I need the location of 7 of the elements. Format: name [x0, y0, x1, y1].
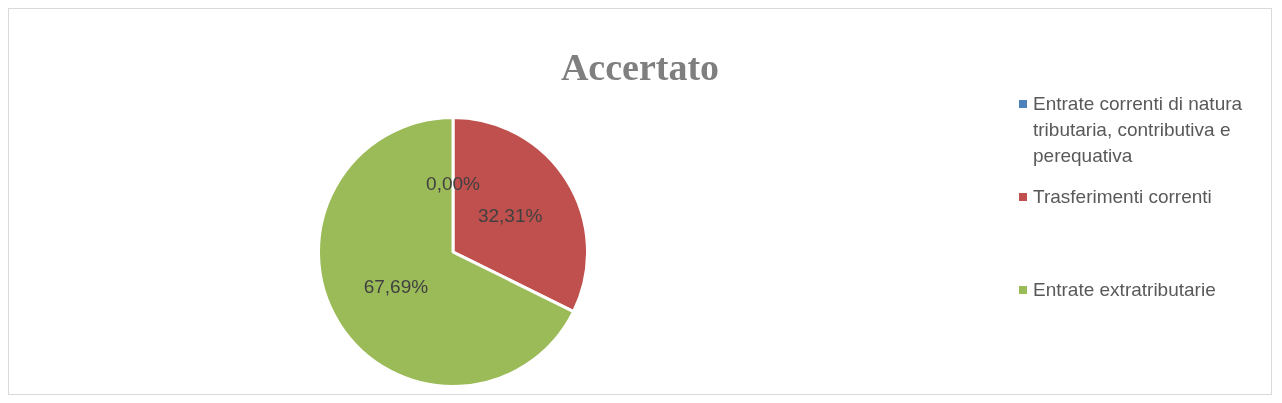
chart-title: Accertato	[559, 45, 721, 89]
data-label: 67,69%	[363, 275, 429, 297]
legend-label: Trasferimenti correnti	[1033, 185, 1212, 209]
legend-label: Entrate extratributarie	[1033, 278, 1216, 302]
text: 0,00%	[426, 172, 480, 194]
legend-label: Entrate correnti di natura tributaria, contributiva e perequativa	[1033, 92, 1244, 168]
data-label: 32,31%	[477, 204, 543, 226]
